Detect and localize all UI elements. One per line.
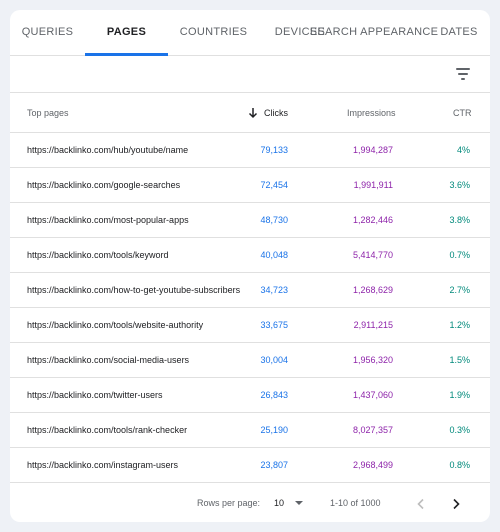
ctr-value: 3.8% [449,215,470,225]
table-row[interactable]: https://backlinko.com/social-media-users… [10,343,490,378]
pagination-bar: Rows per page: 10 1-10 of 1000 [10,485,490,522]
clicks-value: 34,723 [260,285,288,295]
impressions-value: 2,968,499 [352,460,393,470]
performance-card: QUERIES PAGES COUNTRIES DEVICES SEARCH A… [10,10,490,522]
table-row[interactable]: https://backlinko.com/tools/keyword 40,0… [10,238,490,273]
rows-per-page-label: Rows per page: [197,498,261,508]
page-url: https://backlinko.com/tools/rank-checker [27,425,188,435]
ctr-value: 0.7% [449,250,470,260]
tab-countries[interactable]: COUNTRIES [179,26,248,38]
page-url: https://backlinko.com/tools/keyword [27,250,169,260]
rows-per-page-select[interactable]: 10 [274,498,285,508]
table-row[interactable]: https://backlinko.com/tools/rank-checker… [10,413,490,448]
ctr-value: 2.7% [449,285,470,295]
active-tab-indicator [85,53,168,56]
column-header-top-pages: Top pages [27,108,69,118]
table-row[interactable]: https://backlinko.com/instagram-users 23… [10,448,490,483]
table-header: Top pages Clicks Impressions CTR [10,94,490,133]
page-url: https://backlinko.com/most-popular-apps [27,215,189,225]
impressions-value: 1,268,629 [352,285,393,295]
column-header-ctr[interactable]: CTR [453,108,472,118]
ctr-value: 1.5% [449,355,470,365]
impressions-value: 1,991,911 [353,180,393,190]
tab-dates[interactable]: DATES [440,26,478,38]
table-row[interactable]: https://backlinko.com/twitter-users 26,8… [10,378,490,413]
clicks-value: 26,843 [260,390,288,400]
table-row[interactable]: https://backlinko.com/tools/website-auth… [10,308,490,343]
tab-bar: QUERIES PAGES COUNTRIES DEVICES SEARCH A… [10,10,490,56]
page-url: https://backlinko.com/social-media-users [27,355,190,365]
clicks-value: 72,454 [260,180,288,190]
ctr-value: 4% [456,145,470,155]
clicks-value: 30,004 [260,355,288,365]
clicks-value: 25,190 [260,425,288,435]
tab-search-appearance[interactable]: SEARCH APPEARANCE [309,26,439,38]
clicks-value: 40,048 [260,250,288,260]
page-url: https://backlinko.com/how-to-get-youtube… [27,285,241,295]
ctr-value: 0.3% [449,425,470,435]
page-url: https://backlinko.com/twitter-users [27,390,163,400]
column-header-clicks[interactable]: Clicks [264,108,288,118]
page-url: https://backlinko.com/google-searches [27,180,181,190]
tab-devices[interactable]: DEVICES [274,26,326,38]
column-header-impressions[interactable]: Impressions [347,108,396,118]
table-row[interactable]: https://backlinko.com/how-to-get-youtube… [10,273,490,308]
table-row[interactable]: https://backlinko.com/most-popular-apps … [10,203,490,238]
chevron-right-icon[interactable] [449,497,463,511]
ctr-value: 0.8% [449,460,470,470]
filter-bar [10,56,490,93]
clicks-value: 33,675 [260,320,288,330]
filter-icon[interactable] [456,67,472,81]
impressions-value: 5,414,770 [352,250,393,260]
clicks-value: 23,807 [260,460,288,470]
pagination-range: 1-10 of 1000 [330,498,381,508]
chevron-left-icon[interactable] [414,497,428,511]
impressions-value: 1,956,320 [352,355,393,365]
clicks-value: 79,133 [260,145,288,155]
page-url: https://backlinko.com/instagram-users [27,460,179,470]
ctr-value: 3.6% [449,180,470,190]
ctr-value: 1.9% [449,390,470,400]
table-row[interactable]: https://backlinko.com/google-searches 72… [10,168,490,203]
tab-queries[interactable]: QUERIES [21,26,74,38]
page-url: https://backlinko.com/hub/youtube/name [27,145,189,155]
tab-pages[interactable]: PAGES [106,26,147,38]
caret-down-icon[interactable] [295,501,303,505]
impressions-value: 2,911,215 [353,320,393,330]
impressions-value: 1,437,060 [352,390,393,400]
clicks-value: 48,730 [260,215,288,225]
impressions-value: 1,282,446 [352,215,393,225]
table-row[interactable]: https://backlinko.com/hub/youtube/name 7… [10,133,490,168]
impressions-value: 1,994,287 [352,145,393,155]
page-url: https://backlinko.com/tools/website-auth… [27,320,204,330]
impressions-value: 8,027,357 [352,425,393,435]
arrow-down-icon[interactable] [247,107,259,119]
ctr-value: 1.2% [449,320,470,330]
